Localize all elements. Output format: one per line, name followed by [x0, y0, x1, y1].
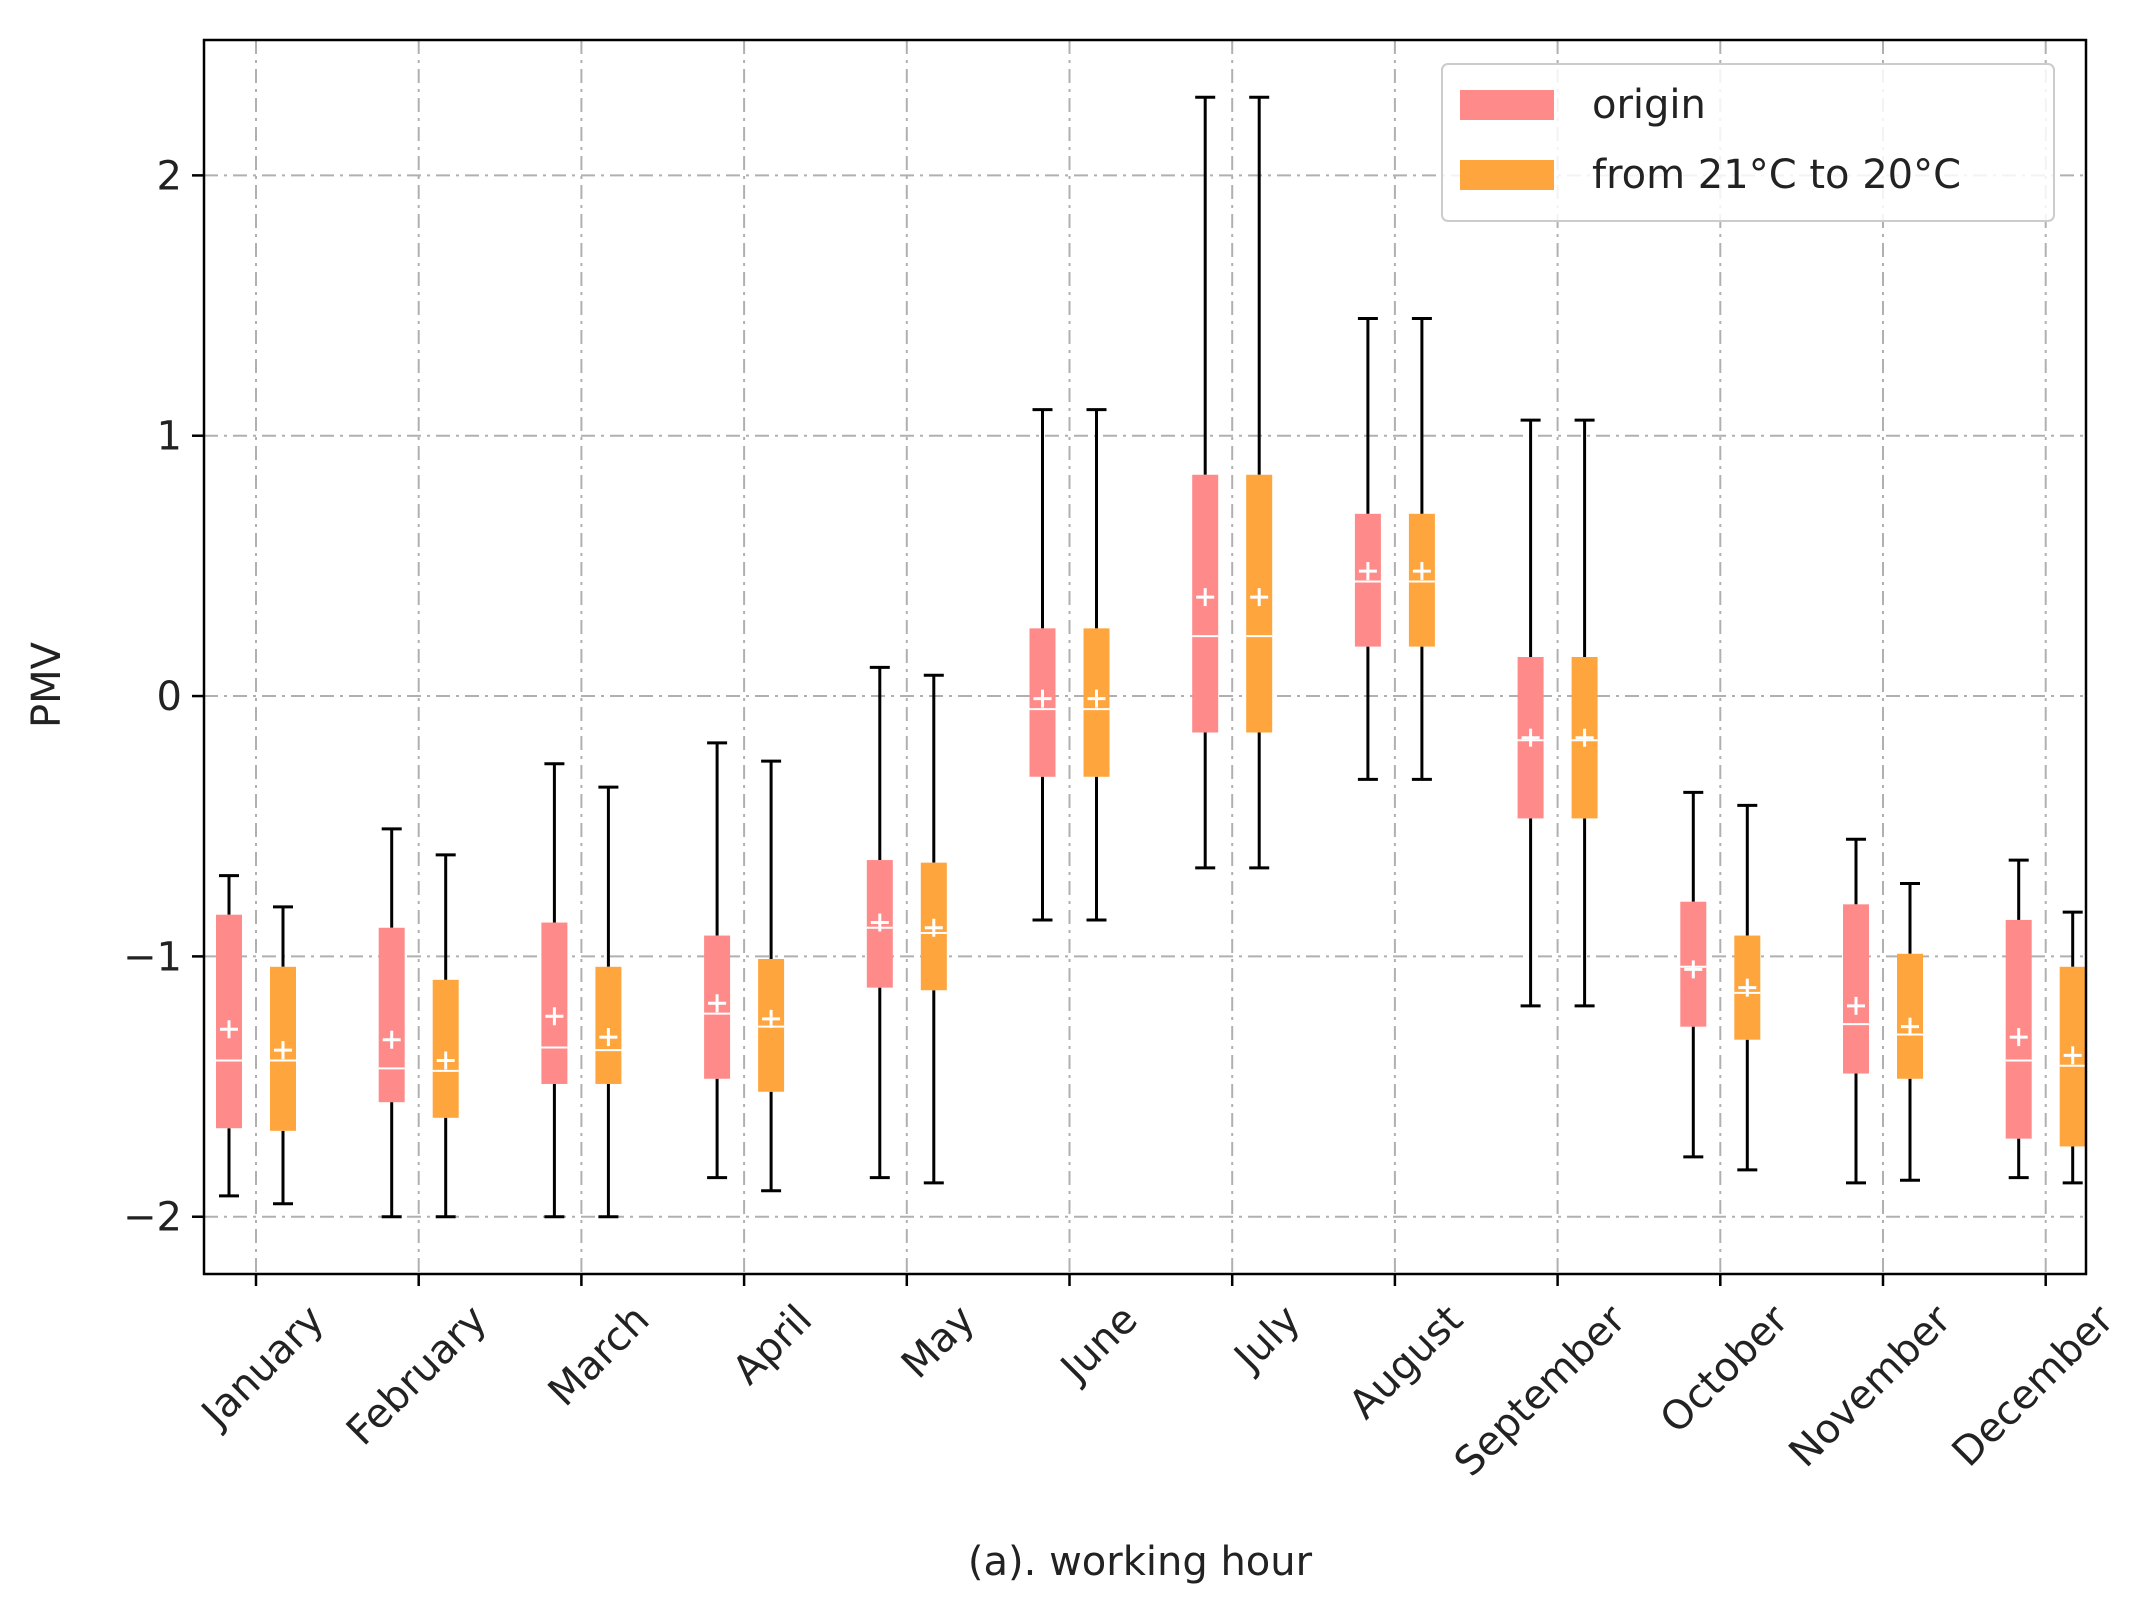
box-origin-may	[866, 665, 893, 1180]
box-from-21-c-to-20-c-december	[2059, 910, 2086, 1185]
box-from-21-c-to-20-c-june	[1083, 408, 1110, 922]
iqr-box	[1408, 513, 1435, 647]
box-origin-september	[1517, 418, 1544, 1008]
box-from-21-c-to-20-c-february	[432, 853, 459, 1219]
box-from-21-c-to-20-c-march	[595, 785, 622, 1219]
box-from-21-c-to-20-c-september	[1571, 418, 1598, 1008]
plot-frame	[202, 38, 2088, 1276]
box-origin-october	[1680, 790, 1707, 1159]
box-from-21-c-to-20-c-july	[1246, 95, 1273, 870]
box-origin-february	[378, 827, 405, 1219]
iqr-box	[595, 966, 622, 1084]
y-tick-label: −2	[123, 1195, 182, 1241]
box-origin-august	[1354, 317, 1381, 781]
y-tick-label: 0	[157, 674, 182, 720]
iqr-box	[1354, 513, 1381, 647]
box-from-21-c-to-20-c-august	[1408, 317, 1435, 781]
y-tick-label: 1	[157, 414, 182, 460]
box-from-21-c-to-20-c-april	[758, 759, 785, 1193]
iqr-box	[432, 979, 459, 1118]
grid	[204, 40, 2086, 1274]
box-origin-january	[216, 874, 242, 1198]
box-from-21-c-to-20-c-october	[1734, 803, 1761, 1172]
iqr-box	[1897, 953, 1923, 1079]
legend: origin from 21°C to 20°C	[1441, 63, 2055, 222]
iqr-box	[1843, 904, 1869, 1074]
box-from-21-c-to-20-c-january	[270, 905, 296, 1206]
legend-frame	[1441, 63, 2055, 222]
y-axis-title: PMV	[24, 641, 70, 728]
box-origin-june	[1029, 408, 1056, 922]
iqr-box	[541, 922, 568, 1084]
box-from-21-c-to-20-c-november	[1897, 881, 1923, 1182]
legend-label-from-21-to-20: from 21°C to 20°C	[1592, 152, 1961, 198]
legend-swatch-from-21-to-20	[1460, 160, 1554, 190]
boxes	[216, 95, 2086, 1219]
box-origin-november	[1843, 837, 1869, 1185]
legend-swatch-origin	[1460, 90, 1554, 120]
box-origin-july	[1192, 95, 1219, 870]
box-origin-april	[704, 741, 731, 1180]
legend-label-origin: origin	[1592, 82, 1706, 128]
x-axis-title: (a). working hour	[968, 1539, 1313, 1585]
box-origin-december	[2005, 858, 2032, 1180]
iqr-box	[378, 927, 405, 1103]
box-origin-march	[541, 762, 568, 1219]
y-tick-label: 2	[157, 153, 182, 199]
y-tick-label: −1	[123, 934, 182, 980]
box-from-21-c-to-20-c-may	[920, 673, 947, 1185]
